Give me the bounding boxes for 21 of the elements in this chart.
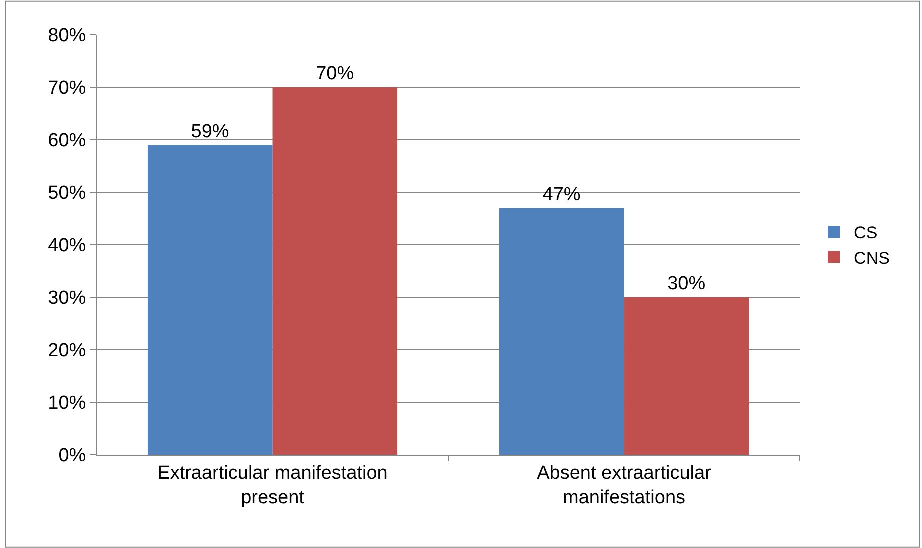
bar — [499, 208, 624, 455]
y-tick-label: 40% — [48, 236, 86, 257]
y-tick-label: 60% — [48, 130, 86, 152]
data-label: 30% — [668, 274, 706, 294]
y-tick-label: 20% — [48, 340, 86, 362]
bar — [272, 88, 398, 455]
data-label: 59% — [191, 121, 230, 142]
y-tick-label: 0% — [58, 446, 86, 467]
y-tick-label: 10% — [48, 393, 86, 414]
data-label: 47% — [542, 184, 581, 206]
data-label: 70% — [316, 64, 354, 84]
bar — [148, 145, 273, 455]
y-tick-label: 70% — [48, 78, 86, 100]
x-tick-label: Extraarticular manifestation present — [158, 462, 388, 508]
y-tick-label: 30% — [48, 288, 86, 310]
x-tick-label: Absent extraarticular manifestations — [537, 462, 712, 508]
bar — [624, 298, 750, 455]
legend-label: CS — [854, 224, 878, 243]
y-tick-label: 50% — [48, 183, 86, 204]
y-tick-label: 80% — [48, 26, 86, 47]
legend-label: CNS — [854, 248, 890, 268]
